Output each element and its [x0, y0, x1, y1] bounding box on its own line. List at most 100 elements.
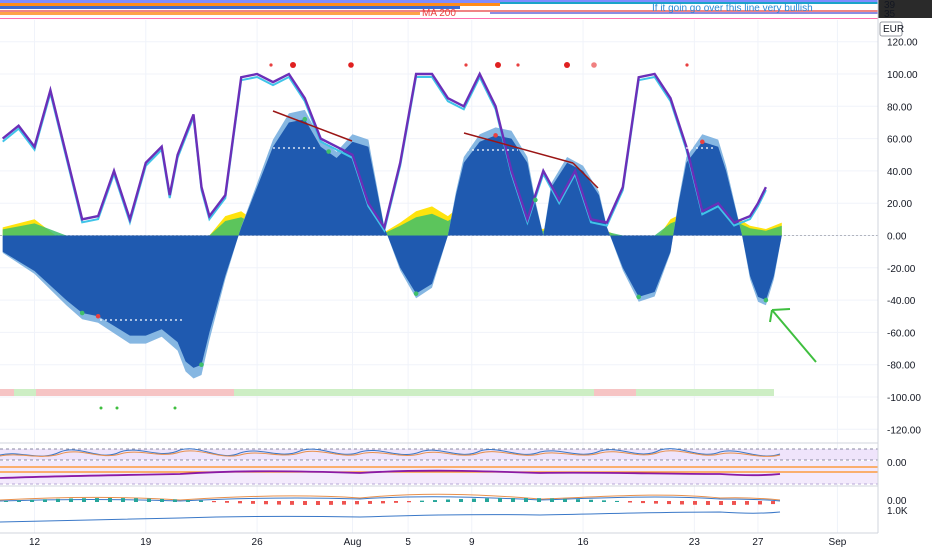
wave-dot-9 — [763, 297, 769, 303]
macd-bar-59 — [771, 501, 775, 505]
y-tick-labels: 120.00 100.00 80.00 60.00 40.00 20.00 0.00 -20.… — [887, 38, 921, 437]
macd-histogram — [4, 498, 775, 505]
macd-bar-11 — [147, 498, 151, 502]
macd-bar-17 — [225, 501, 229, 503]
wave-area — [2, 109, 782, 379]
volume-pane — [0, 511, 781, 523]
y-tick-5: 20.00 — [887, 199, 912, 210]
y-tick-12: -120.00 — [887, 425, 921, 436]
macd-bar-53 — [693, 501, 697, 505]
wave-dot-4 — [533, 197, 538, 203]
wave-dot-1 — [326, 149, 331, 154]
x-tick-7: 23 — [689, 537, 701, 548]
top-ribbon — [0, 0, 878, 19]
macd-bar-55 — [719, 501, 723, 505]
x-tick-6: 16 — [577, 537, 589, 548]
macd-bar-44 — [576, 499, 580, 502]
rsi-pane — [0, 442, 878, 461]
macd-bar-48 — [628, 501, 632, 503]
chart-decor — [79, 116, 769, 368]
macd-bar-8 — [108, 498, 112, 502]
macd-bar-29 — [381, 501, 385, 504]
y-tick-8: -40.00 — [887, 296, 916, 307]
annotation-text: If it goin go over this line very bullis… — [652, 3, 813, 14]
macd-bar-52 — [680, 501, 684, 505]
y-tick-11: -100.00 — [887, 393, 921, 404]
macd-bar-40 — [524, 498, 528, 502]
money-flow-yellow — [2, 203, 782, 255]
macd-pane — [0, 485, 878, 505]
macd-bar-47 — [615, 500, 619, 502]
signal-dots — [269, 62, 689, 68]
macd-bar-18 — [238, 501, 242, 504]
macd-bar-39 — [511, 498, 515, 502]
y-tick-7: -20.00 — [887, 264, 916, 275]
wave-dark-area — [2, 119, 782, 368]
x-tick-8: 27 — [752, 537, 764, 548]
macd-bar-50 — [654, 501, 658, 504]
macd-bar-21 — [277, 501, 281, 505]
macd-bar-25 — [329, 501, 333, 505]
y-tick-9: -60.00 — [887, 328, 916, 339]
macd-bar-38 — [498, 498, 502, 502]
macd-bar-20 — [264, 501, 268, 505]
y-tick-3: 60.00 — [887, 135, 912, 146]
macd-bar-26 — [342, 501, 346, 505]
bottom-axis: 12 19 26 Aug 5 9 16 23 27 Sep — [0, 532, 878, 548]
macd-bar-51 — [667, 501, 671, 505]
macd-bar-46 — [602, 500, 606, 502]
x-tick-3: Aug — [344, 537, 362, 548]
price-tag-2: 35 — [884, 9, 896, 20]
macd-bar-9 — [121, 498, 125, 502]
macd-bar-10 — [134, 498, 138, 502]
macd-bar-14 — [186, 499, 190, 502]
stoch-lines — [1, 71, 767, 233]
macd-bar-1 — [17, 500, 21, 502]
money-flow-green — [2, 211, 782, 236]
macd-bar-22 — [290, 501, 294, 505]
signal-bar — [0, 389, 774, 410]
divergence-lines — [272, 110, 599, 189]
y-tick-rsi: 0.00 — [887, 458, 907, 469]
macd-bar-32 — [420, 500, 424, 502]
macd-bar-45 — [589, 499, 593, 502]
macd-bar-23 — [303, 501, 307, 505]
macd-bar-43 — [563, 498, 567, 502]
y-tick-1: 100.00 — [887, 70, 918, 81]
macd-bar-0 — [4, 501, 8, 502]
macd-bar-4 — [56, 498, 60, 502]
stoch-cyan-line — [2, 74, 767, 233]
macd-bar-24 — [316, 501, 320, 505]
macd-bar-30 — [394, 501, 398, 503]
x-tick-2: 26 — [252, 537, 264, 548]
stoch-purple-line — [1, 71, 767, 231]
x-tick-1: 19 — [140, 537, 152, 548]
macd-bar-19 — [251, 501, 255, 504]
wave-dot-5 — [79, 310, 85, 316]
price-tag-1: 39 — [884, 0, 896, 11]
macd-bar-16 — [212, 501, 216, 503]
x-tick-9: Sep — [829, 537, 847, 548]
macd-bar-49 — [641, 501, 645, 504]
macd-bar-41 — [537, 498, 541, 502]
y-tick-4: 40.00 — [887, 167, 912, 178]
y-tick-volume: 1.0K — [887, 506, 908, 517]
y-tick-macd: 0.00 — [887, 496, 907, 507]
macd-bar-3 — [43, 499, 47, 502]
macd-bar-5 — [69, 498, 73, 502]
macd-bar-54 — [706, 501, 710, 505]
y-tick-6: 0.00 — [887, 232, 907, 243]
macd-bar-31 — [407, 501, 411, 503]
macd-bar-42 — [550, 498, 554, 502]
wave-dot-10 — [700, 139, 705, 145]
wave-dot-6 — [95, 313, 101, 319]
macd-bar-6 — [82, 498, 86, 502]
macd-bar-27 — [355, 501, 359, 505]
macd-bar-57 — [745, 501, 749, 505]
price-tags: 39 35 EUR — [878, 0, 932, 37]
wave-dot-3 — [493, 133, 498, 138]
wave-dot-8 — [636, 294, 641, 300]
wave-dot-0 — [302, 116, 308, 122]
